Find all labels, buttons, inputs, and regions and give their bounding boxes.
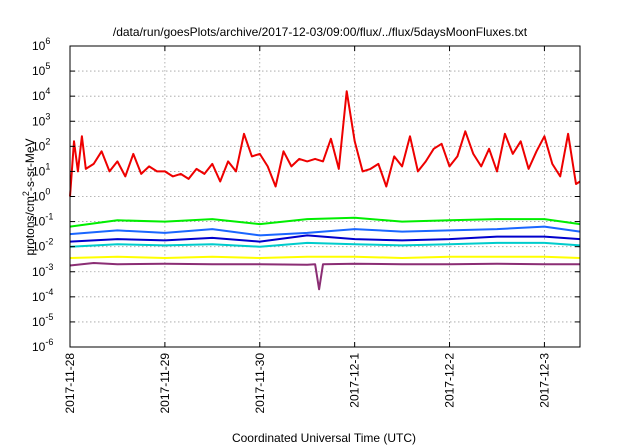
series-line-1 (69, 216, 581, 228)
x-tick-label: 2017-12-1 (348, 353, 362, 408)
y-tick-label: 101 (32, 161, 50, 178)
x-axis-label: Coordinated Universal Time (UTC) (232, 431, 416, 445)
series-line-3 (69, 234, 581, 243)
grid (70, 46, 580, 347)
y-axis-label: protons/cm2-s-sr-MeV (21, 138, 37, 255)
y-tick-label: 104 (32, 86, 50, 103)
series-line-5 (69, 255, 581, 259)
plot-frame (69, 45, 581, 348)
series-line-4 (69, 241, 581, 248)
y-tick-label: 102 (32, 136, 50, 153)
series-line-2 (69, 225, 581, 237)
series-lines (69, 90, 581, 291)
y-tick-label: 10-5 (32, 312, 53, 329)
y-tick-labels: 10-6 10-5 10-4 10-3 10-2 10-1 100 101 102 103 104 1… (32, 36, 53, 354)
y-tick-label: 10-6 (32, 337, 53, 354)
y-tick-label: 10-3 (32, 262, 53, 279)
x-tick-label: 2017-11-29 (158, 353, 172, 414)
series-line-6 (69, 262, 580, 291)
y-tick-label: 105 (32, 61, 50, 78)
y-tick-label: 10-2 (32, 237, 53, 254)
x-tick-label: 2017-11-30 (253, 353, 267, 414)
x-tick-labels: 2017-11-28 2017-11-29 2017-11-30 2017-12-1 2… (63, 353, 551, 414)
plot-border (69, 45, 581, 348)
x-tick-label: 2017-12-3 (537, 353, 551, 408)
x-tick-label: 2017-12-2 (443, 353, 457, 408)
series-line-0 (69, 90, 581, 197)
y-tick-label: 10-1 (32, 212, 53, 229)
x-tick-label: 2017-11-28 (63, 353, 77, 414)
chart-title: /data/run/goesPlots/archive/2017-12-03/0… (113, 25, 528, 39)
y-tick-label: 10-4 (32, 287, 53, 304)
y-tick-label: 106 (32, 36, 50, 53)
y-tick-label: 100 (32, 187, 50, 204)
y-tick-label: 103 (32, 111, 50, 128)
